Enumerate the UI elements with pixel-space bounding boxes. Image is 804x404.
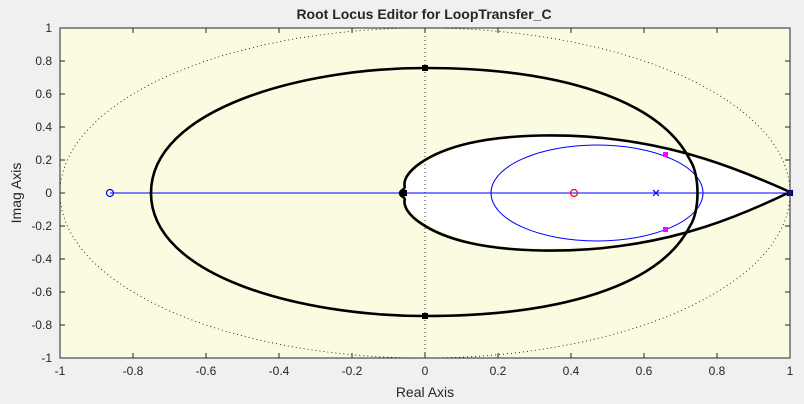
y-tick-label: -0.6 [31,285,52,299]
y-axis: 1 0.8 0.6 0.4 0.2 0 -0.2 -0.4 -0.6 -0.8 -1 [31,21,790,365]
y-tick-label: -0.2 [31,219,52,233]
plot-area[interactable] [59,27,794,359]
x-tick-label: -0.8 [123,364,144,378]
closed-loop-pole[interactable] [663,227,668,232]
closed-loop-pole[interactable] [663,152,668,157]
x-tick-label: 0.6 [636,364,653,378]
y-tick-label: -0.8 [31,318,52,332]
x-tick-label: -0.6 [196,364,217,378]
x-tick-label: 0.2 [490,364,507,378]
open-loop-pole[interactable] [652,189,660,197]
open-loop-zero[interactable] [105,188,115,198]
locus-connector [688,159,699,227]
x-tick-label: -0.4 [269,364,290,378]
compensator-zero[interactable] [569,188,579,198]
y-tick-label: 0.2 [35,153,52,167]
x-tick-label: 0 [422,364,429,378]
blue-locus-circle [490,144,704,242]
x-tick-label: -1 [55,364,66,378]
y-tick-label: -0.4 [31,252,52,266]
y-tick-label: 0 [45,186,52,200]
x-axis-label: Real Axis [396,384,454,400]
x-axis: -1 -0.8 -0.6 -0.4 -0.2 0 0.2 0.4 0.6 0.8 1 [55,28,794,378]
y-tick-label: 0.6 [35,87,52,101]
y-tick-label: 0.8 [35,54,52,68]
x-tick-label: 0.4 [563,364,580,378]
y-axis-label: Imag Axis [8,163,24,224]
chart-title: Root Locus Editor for LoopTransfer_C [296,6,551,22]
locus-marker-breakin [401,190,407,196]
y-tick-label: -1 [41,351,52,365]
locus-marker-bottom [422,313,428,319]
locus-marker-top [422,65,428,71]
x-tick-label: 0.8 [709,364,726,378]
x-tick-label: 1 [787,364,794,378]
x-tick-label: -0.2 [342,364,363,378]
y-tick-label: 1 [45,21,52,35]
y-tick-label: 0.4 [35,120,52,134]
